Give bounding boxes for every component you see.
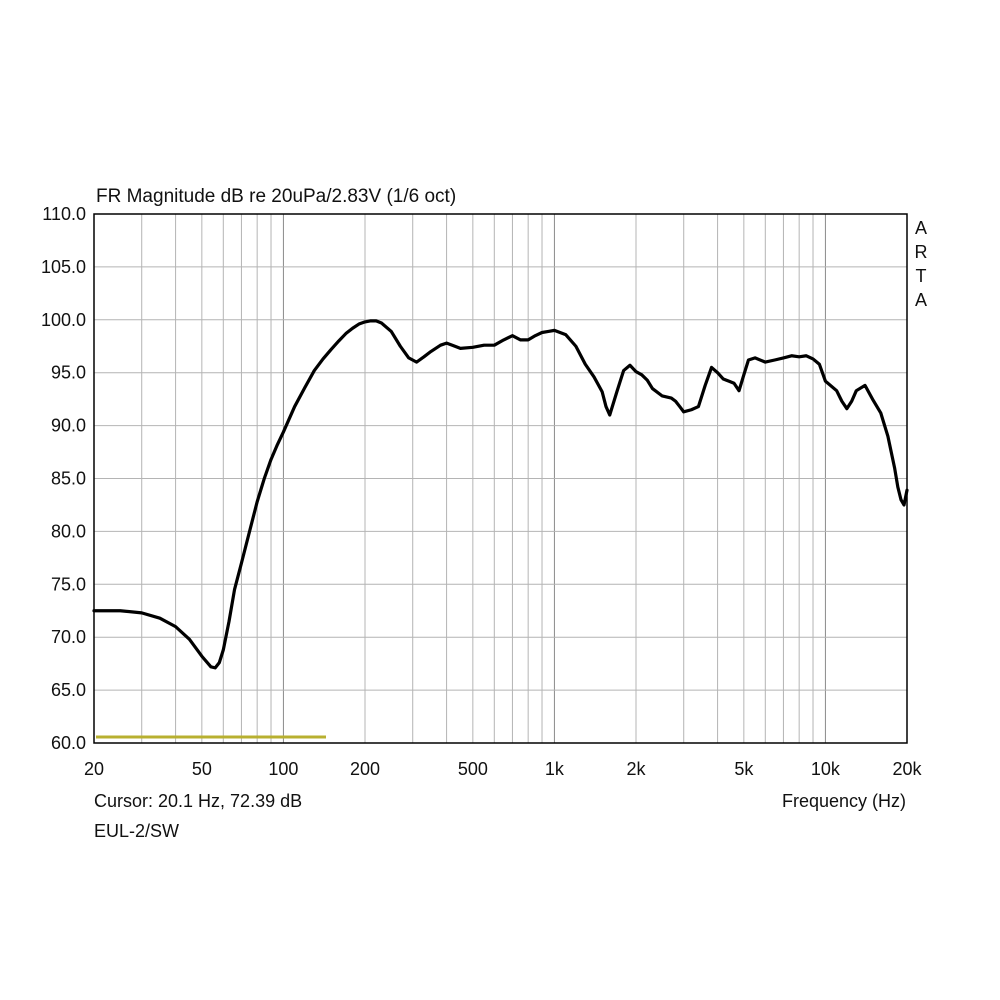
- x-tick-label: 10k: [811, 759, 841, 779]
- x-tick-label: 200: [350, 759, 380, 779]
- arta-letter: A: [915, 290, 927, 310]
- arta-letter: A: [915, 218, 927, 238]
- x-axis-label: Frequency (Hz): [782, 791, 906, 811]
- x-tick-label: 20k: [892, 759, 922, 779]
- x-tick-label: 20: [84, 759, 104, 779]
- y-tick-label: 75.0: [51, 574, 86, 594]
- plot-frame: [93, 213, 908, 744]
- y-tick-label: 110.0: [42, 204, 86, 224]
- x-tick-label: 50: [192, 759, 212, 779]
- x-tick-label: 100: [268, 759, 298, 779]
- y-tick-label: 85.0: [51, 469, 86, 489]
- x-tick-label: 5k: [734, 759, 754, 779]
- x-tick-label: 1k: [545, 759, 565, 779]
- arta-letter: R: [915, 242, 928, 262]
- y-tick-label: 80.0: [51, 521, 86, 541]
- plot-grid: [94, 214, 907, 743]
- y-axis-ticks: 60.0 65.0 70.0 75.0 80.0 85.0 90.0 95.0 100.0 105…: [41, 204, 86, 753]
- y-tick-label: 95.0: [51, 363, 86, 383]
- y-tick-label: 70.0: [51, 627, 86, 647]
- y-tick-label: 60.0: [51, 733, 86, 753]
- cursor-readout: Cursor: 20.1 Hz, 72.39 dB: [94, 791, 302, 811]
- chart-title: FR Magnitude dB re 20uPa/2.83V (1/6 oct): [96, 186, 456, 207]
- footer-label: EUL-2/SW: [94, 821, 179, 841]
- y-tick-label: 65.0: [51, 680, 86, 700]
- arta-letter: T: [916, 266, 927, 286]
- y-tick-label: 105.0: [41, 257, 86, 277]
- y-tick-label: 100.0: [41, 310, 86, 330]
- x-tick-label: 500: [458, 759, 488, 779]
- y-tick-label: 90.0: [51, 416, 86, 436]
- x-axis-ticks: 20 50 100 200 500 1k 2k 5k 10k 20k: [84, 759, 923, 779]
- x-tick-label: 2k: [626, 759, 646, 779]
- response-curve: [92, 319, 909, 670]
